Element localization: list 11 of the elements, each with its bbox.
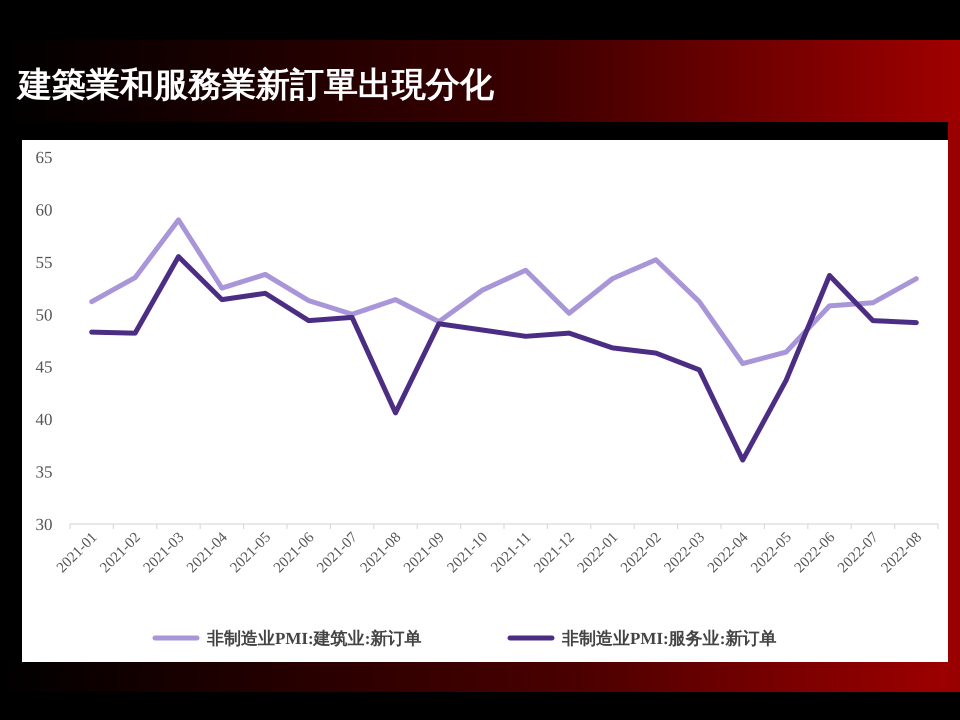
y-tick-label: 30 xyxy=(36,515,52,534)
legend-label: 非制造业PMI:服务业:新订单 xyxy=(561,629,776,648)
title: 建築業和服務業新訂單出現分化 xyxy=(18,66,494,104)
y-tick-label: 50 xyxy=(36,305,52,324)
y-tick-label: 60 xyxy=(36,200,52,220)
legend-label: 非制造业PMI:建筑业:新订单 xyxy=(206,629,422,648)
y-tick-label: 40 xyxy=(36,410,52,430)
y-tick-label: 35 xyxy=(36,462,52,482)
y-tick-label: 65 xyxy=(36,148,52,167)
y-tick-label: 55 xyxy=(36,252,52,272)
y-tick-label: 45 xyxy=(36,358,52,377)
